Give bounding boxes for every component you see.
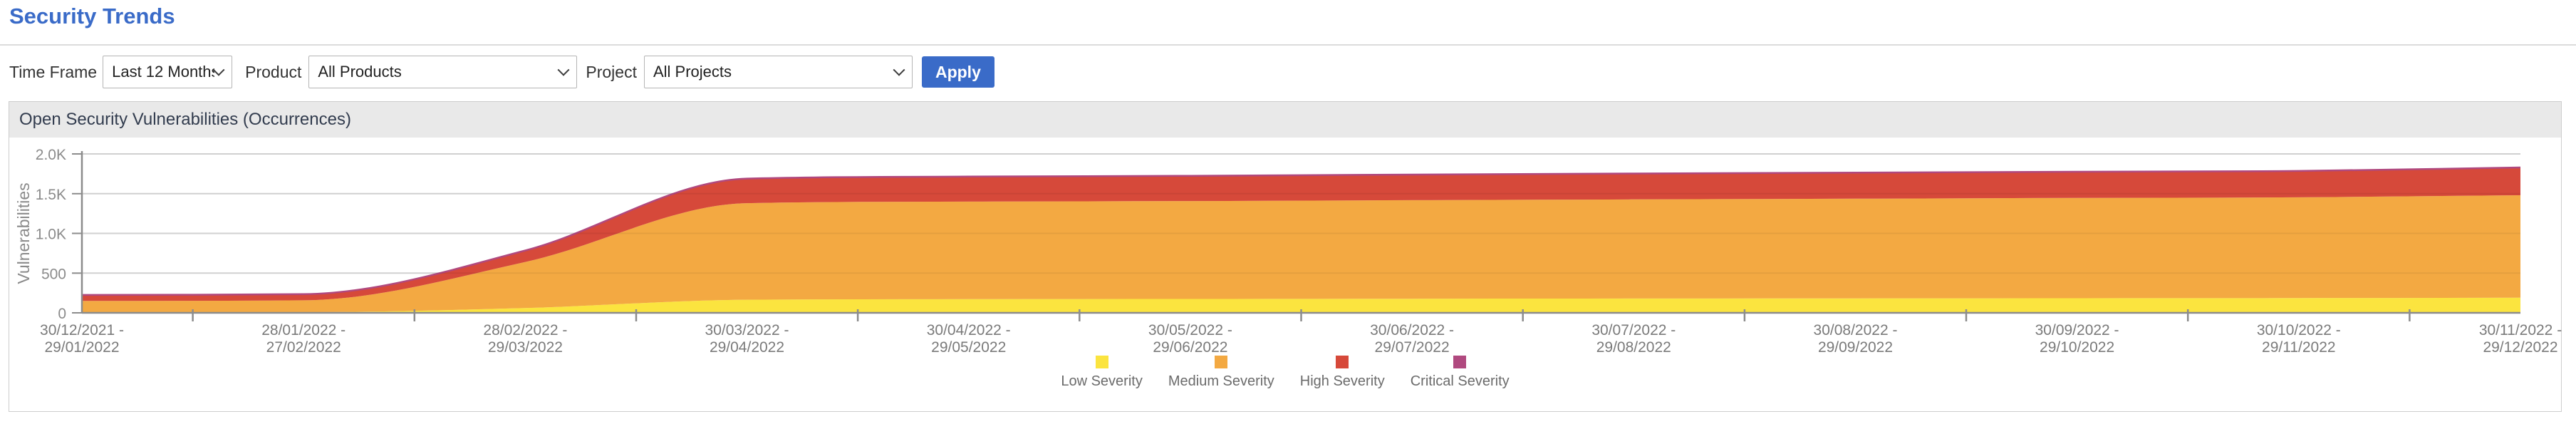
legend-label-medium-severity: Medium Severity — [1168, 373, 1274, 389]
x-tick-label: 30/11/2022 -29/12/2022 — [2479, 322, 2562, 356]
x-tick-label: 30/05/2022 -29/06/2022 — [1148, 322, 1232, 356]
x-tick-label: 30/08/2022 -29/09/2022 — [1814, 322, 1898, 356]
y-tick-label: 500 — [41, 266, 66, 282]
apply-button[interactable]: Apply — [921, 56, 994, 88]
panel-body: 0 500 1.0K 1.5K 2.0K 30/12/2021 -29/01/2022 28… — [9, 138, 2562, 411]
area-low-severity — [82, 297, 2520, 313]
project-select[interactable]: All Projects — [643, 56, 913, 88]
panel-header: Open Security Vulnerabilities (Occurrenc… — [9, 102, 2561, 138]
area-high-severity — [82, 167, 2520, 301]
x-tick-label: 30/04/2022 -29/05/2022 — [927, 322, 1011, 356]
y-axis-title: Vulnerabilities — [14, 182, 33, 284]
legend-swatch-high-severity — [1336, 356, 1349, 368]
x-tick-label: 30/09/2022 -29/10/2022 — [2035, 322, 2119, 356]
x-tick-label: 30/06/2022 -29/07/2022 — [1370, 322, 1454, 356]
time-frame-select[interactable]: Last 12 Months — [103, 56, 233, 88]
page-title: Security Trends — [9, 4, 175, 29]
filter-bar: Time Frame Last 12 Months Product All Pr… — [9, 54, 994, 90]
chevron-down-icon — [557, 63, 570, 76]
vulnerabilities-area-chart: 0 500 1.0K 1.5K 2.0K 30/12/2021 -29/01/2022 28… — [14, 147, 2562, 356]
y-tick-label: 1.0K — [36, 227, 66, 243]
legend-label-high-severity: High Severity — [1299, 373, 1385, 389]
x-tick-label: 28/02/2022 -29/03/2022 — [483, 322, 567, 356]
chevron-down-icon — [893, 63, 905, 76]
y-tick-label: 1.5K — [36, 187, 66, 203]
legend-label-critical-severity: Critical Severity — [1410, 373, 1510, 389]
legend-item-high-severity[interactable]: High Severity — [1300, 356, 1385, 390]
legend-label-low-severity: Low Severity — [1061, 373, 1143, 389]
area-medium-severity — [82, 195, 2520, 313]
legend-swatch-low-severity — [1095, 356, 1108, 368]
project-label: Project — [586, 62, 637, 81]
product-selected-value: All Products — [318, 63, 402, 81]
x-tick-label: 30/10/2022 -29/11/2022 — [2257, 322, 2341, 356]
x-tick-label: 30/12/2021 -29/01/2022 — [40, 322, 124, 356]
legend-item-critical-severity[interactable]: Critical Severity — [1411, 356, 1510, 390]
time-frame-selected-value: Last 12 Months — [112, 63, 215, 81]
y-tick-label: 0 — [58, 306, 66, 322]
time-frame-label: Time Frame — [9, 62, 98, 81]
x-tick-label: 30/03/2022 -29/04/2022 — [705, 322, 789, 356]
panel-title: Open Security Vulnerabilities (Occurrenc… — [19, 110, 351, 129]
project-selected-value: All Projects — [653, 63, 732, 81]
header-divider — [0, 44, 2576, 46]
legend-swatch-medium-severity — [1215, 356, 1228, 368]
product-select[interactable]: All Products — [308, 56, 578, 88]
line-critical-severity — [81, 166, 2521, 296]
product-label: Product — [245, 62, 302, 81]
chevron-down-icon — [212, 63, 225, 76]
legend-swatch-critical-severity — [1453, 356, 1467, 368]
legend-item-medium-severity[interactable]: Medium Severity — [1168, 356, 1274, 390]
y-tick-label: 2.0K — [36, 147, 66, 163]
x-tick-label: 28/01/2022 -27/02/2022 — [261, 322, 346, 356]
x-tick-label: 30/07/2022 -29/08/2022 — [1591, 322, 1676, 356]
legend-item-low-severity[interactable]: Low Severity — [1061, 356, 1143, 390]
chart-panel: Open Security Vulnerabilities (Occurrenc… — [9, 101, 2562, 412]
chart-legend: Low Severity Medium Severity High Severity… — [9, 356, 2561, 390]
